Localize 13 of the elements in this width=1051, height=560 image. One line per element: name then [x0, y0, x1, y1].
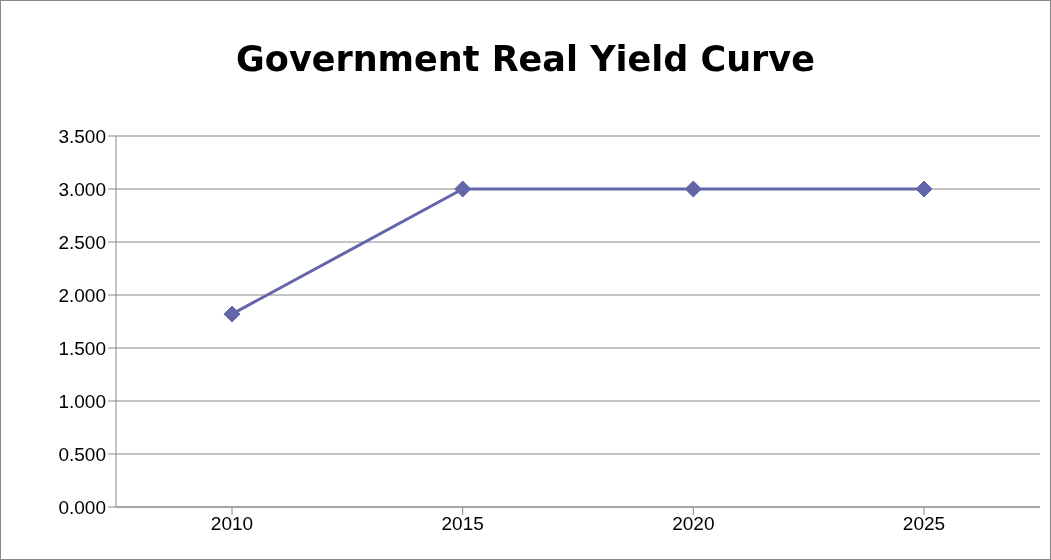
y-tick-label: 1.500 — [58, 337, 106, 359]
y-tick-label: 0.500 — [58, 443, 106, 465]
chart-title: Government Real Yield Curve — [235, 39, 816, 79]
y-tick-label: 3.000 — [58, 178, 106, 200]
y-tick-label: 3.500 — [58, 125, 106, 147]
y-tick-label: 0.000 — [58, 496, 106, 518]
y-tick-label: 2.500 — [58, 231, 106, 253]
x-tick-label: 2010 — [210, 513, 254, 535]
y-tick-label: 1.000 — [58, 390, 106, 412]
x-tick-label: 2020 — [672, 513, 715, 535]
x-tick-label: 2015 — [441, 513, 484, 535]
y-tick-label: 2.000 — [58, 284, 106, 306]
x-tick-label: 2025 — [902, 513, 946, 535]
